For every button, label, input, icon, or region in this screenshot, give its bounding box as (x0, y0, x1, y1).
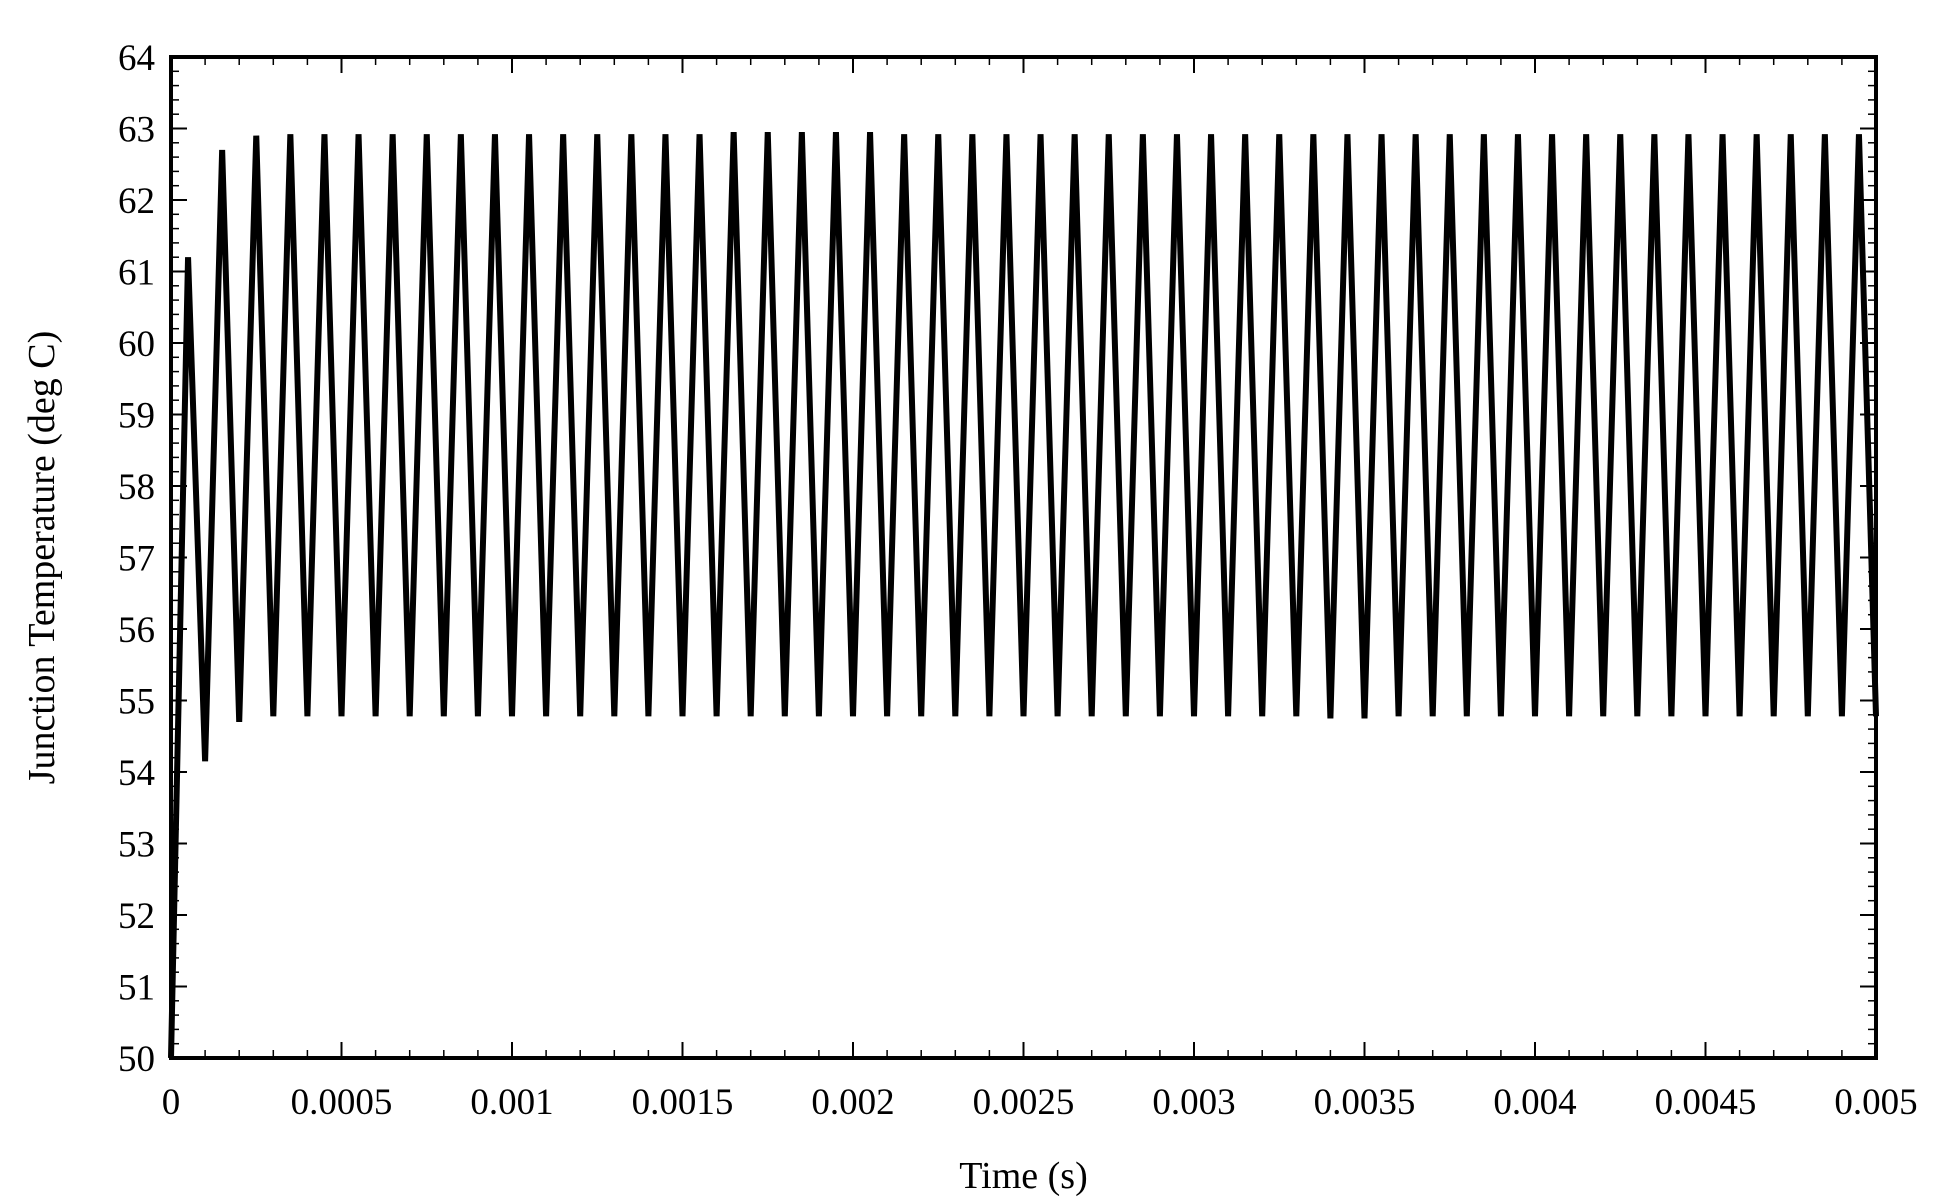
y-tick-label: 64 (118, 38, 155, 79)
y-tick-label: 63 (118, 110, 155, 151)
y-tick-label: 58 (118, 467, 155, 508)
x-tick-label: 0.003 (1152, 1082, 1235, 1123)
x-tick-label: 0.004 (1493, 1082, 1576, 1123)
y-tick-label: 59 (118, 396, 155, 437)
y-axis-label: Junction Temperature (deg C) (21, 331, 63, 785)
y-tick-labels: 50 51 52 53 54 55 56 57 58 59 60 61 62 63 64 (118, 38, 155, 1080)
y-tick-label: 50 (118, 1039, 155, 1080)
x-axis-label: Time (s) (959, 1155, 1087, 1197)
plot-frame (169, 55, 1878, 1060)
y-tick-label: 56 (118, 610, 155, 651)
x-tick-label: 0 (162, 1082, 181, 1123)
x-tick-label: 0.001 (470, 1082, 553, 1123)
x-tick-label: 0.0005 (291, 1082, 393, 1123)
x-tick-label: 0.0035 (1314, 1082, 1416, 1123)
y-tick-label: 57 (118, 539, 155, 580)
y-tick-label: 55 (118, 682, 155, 723)
x-tick-labels: 0 0.0005 0.001 0.0015 0.002 0.0025 0.003 0.0035… (162, 1082, 1918, 1123)
y-tick-label: 62 (118, 181, 155, 222)
x-tick-label: 0.005 (1834, 1082, 1917, 1123)
y-tick-label: 51 (118, 968, 155, 1009)
y-tick-label: 60 (118, 324, 155, 365)
y-tick-label: 61 (118, 253, 155, 294)
temperature-series-line (168, 131, 1879, 1059)
y-tick-label: 53 (118, 825, 155, 866)
x-tick-label: 0.002 (811, 1082, 894, 1123)
y-tick-label: 52 (118, 896, 155, 937)
x-tick-label: 0.0015 (632, 1082, 734, 1123)
x-tick-label: 0.0045 (1655, 1082, 1757, 1123)
x-tick-label: 0.0025 (973, 1082, 1075, 1123)
y-tick-label: 54 (118, 753, 155, 794)
